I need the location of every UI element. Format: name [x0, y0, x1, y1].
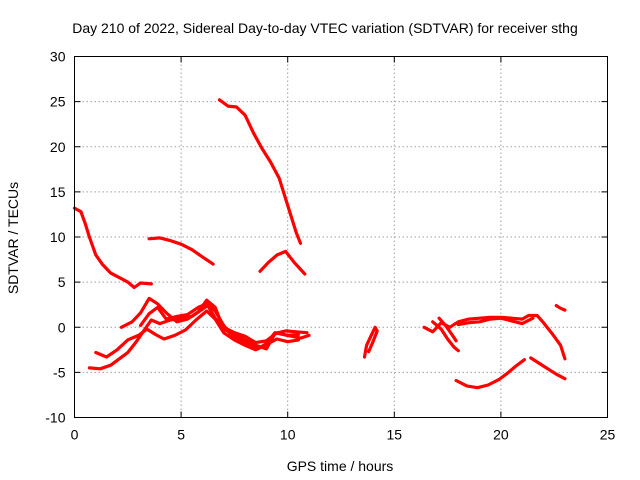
y-tick-label: 5: [58, 274, 66, 290]
series-arc-2: [147, 236, 215, 266]
series-arc-8: [139, 302, 300, 345]
x-tick-label: 20: [493, 427, 509, 443]
y-tick-label: 25: [50, 94, 66, 110]
chart-title: Day 210 of 2022, Sidereal Day-to-day VTE…: [72, 20, 578, 36]
series-arc-3: [217, 98, 303, 245]
series-arc-13: [456, 316, 535, 327]
series-arc-12: [437, 316, 458, 343]
y-tick-label: 10: [50, 229, 66, 245]
series-layer: [72, 98, 567, 390]
tick-layer: 0 5 10 15 20 25 -10 -5 0 5 10 15 20 25 30: [45, 49, 615, 443]
series-arc-1: [72, 206, 153, 290]
series-arc-11: [431, 320, 460, 353]
series-arc-4: [258, 249, 307, 276]
y-axis-label: SDTVAR / TECUs: [5, 182, 21, 294]
grid-layer: [74, 56, 608, 418]
x-tick-label: 25: [600, 427, 616, 443]
y-tick-label: -5: [53, 364, 66, 380]
series-arc-9: [362, 325, 379, 359]
plot-frame: [74, 56, 608, 418]
x-tick-label: 15: [387, 427, 403, 443]
series-arc-14: [454, 358, 526, 390]
y-tick-label: 30: [50, 49, 66, 65]
x-axis-label: GPS time / hours: [287, 458, 394, 474]
series-arc-16: [554, 304, 567, 312]
y-tick-label: -10: [45, 410, 65, 426]
series-arc-5: [87, 303, 311, 371]
series-arc-6: [94, 309, 300, 359]
y-tick-label: 0: [58, 319, 66, 335]
y-tick-label: 15: [50, 184, 66, 200]
y-tick-label: 20: [50, 139, 66, 155]
x-tick-label: 10: [280, 427, 296, 443]
series-arc-15: [529, 356, 567, 381]
x-tick-label: 0: [71, 427, 79, 443]
x-tick-label: 5: [177, 427, 185, 443]
